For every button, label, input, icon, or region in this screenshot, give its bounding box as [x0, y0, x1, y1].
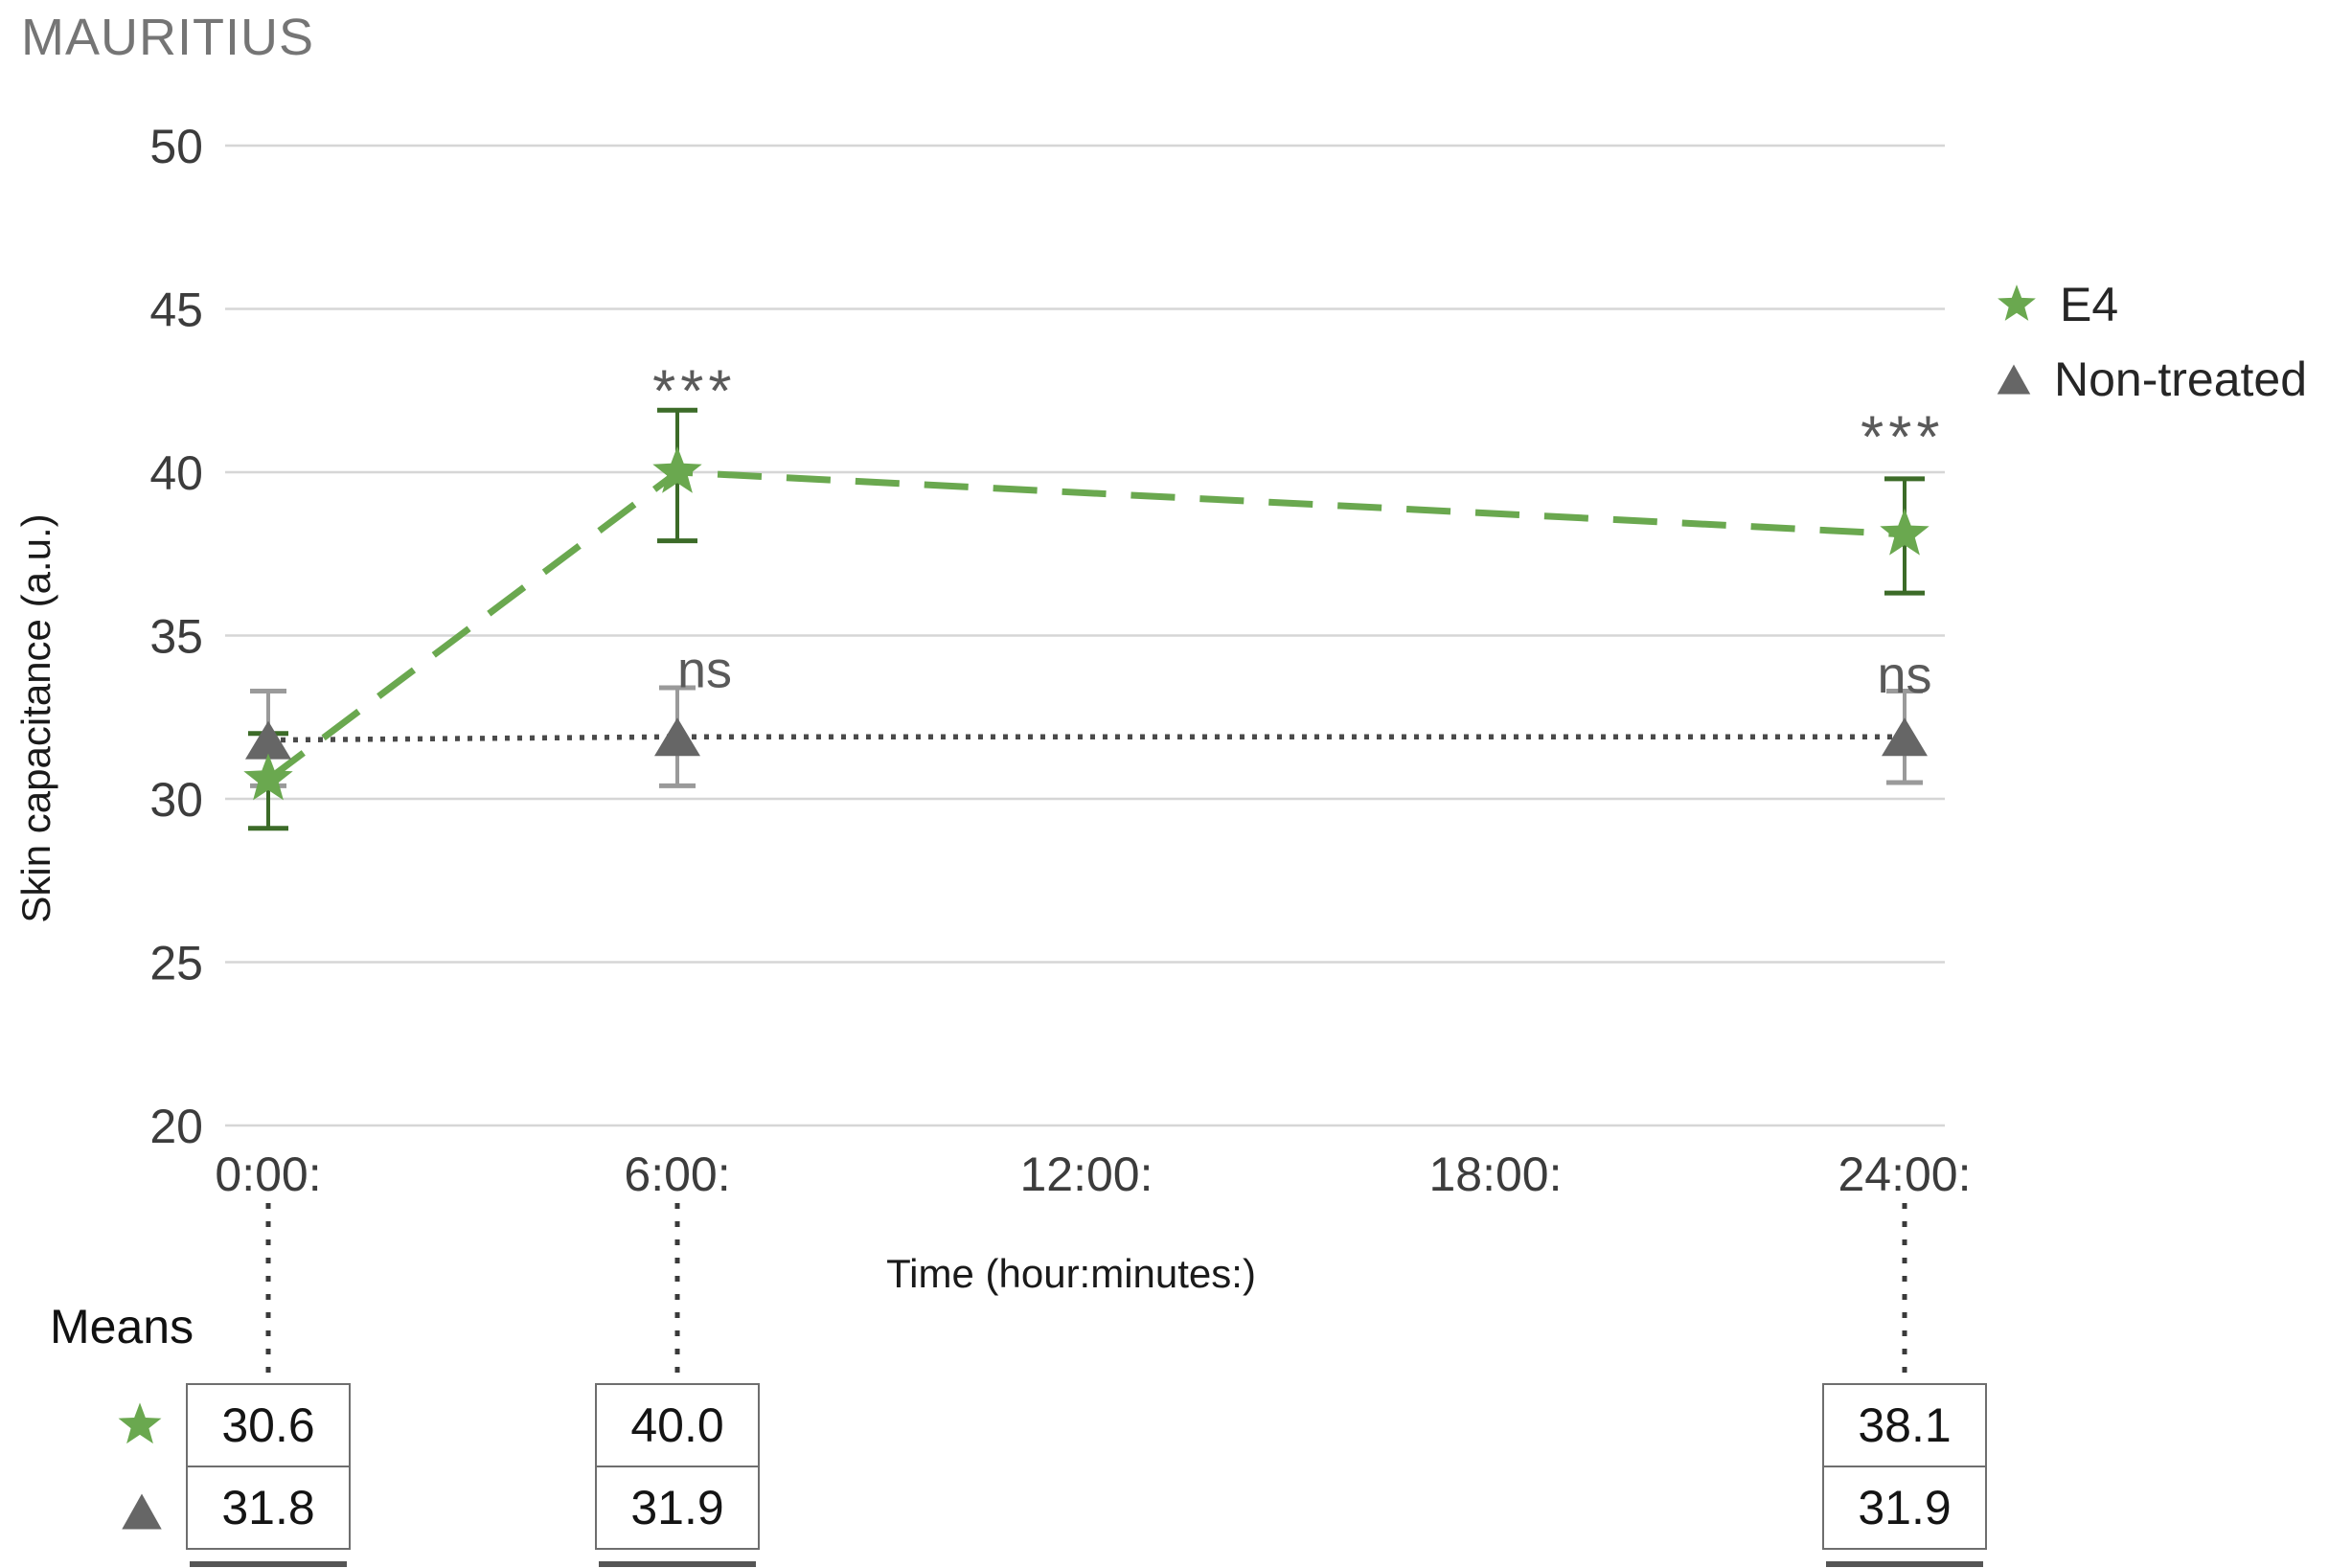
- means-cell: 30.6: [186, 1383, 351, 1467]
- triangle-icon: [122, 1493, 162, 1530]
- significance-annotation: ***: [1861, 404, 1944, 470]
- legend-item-e4: E4: [1995, 278, 2307, 331]
- means-cell: 31.9: [1822, 1466, 1987, 1550]
- triangle-icon: [1997, 364, 2031, 395]
- x-tick-label: 12:00:: [1019, 1148, 1153, 1201]
- x-tick-label: 18:00:: [1428, 1148, 1562, 1201]
- legend-label: E4: [2060, 278, 2119, 331]
- y-tick-label: 50: [149, 120, 203, 173]
- y-tick-label: 30: [149, 773, 203, 827]
- x-tick-label: 6:00:: [624, 1148, 730, 1201]
- chart-title: MAURITIUS: [21, 9, 314, 66]
- legend-item-non-treated: Non-treated: [1995, 352, 2308, 406]
- means-column: 38.1 31.9: [1822, 1383, 1987, 1550]
- series-line-e4: [265, 468, 1906, 783]
- legend: E4 Non-treated: [1995, 278, 2308, 406]
- y-tick-label: 40: [149, 446, 203, 500]
- means-table-label: Means: [50, 1300, 194, 1353]
- marker-star: [1880, 508, 1929, 556]
- x-axis-title: Time (hour:minutes:): [886, 1251, 1256, 1296]
- star-icon: [1998, 284, 2036, 321]
- marker-triangle: [1882, 717, 1929, 757]
- y-tick-label: 35: [149, 610, 203, 664]
- legend-label: Non-treated: [2054, 352, 2308, 406]
- ns-annotation: ns: [677, 642, 732, 699]
- y-tick-label: 45: [149, 284, 203, 337]
- x-tick-label: 24:00:: [1838, 1148, 1971, 1201]
- means-column: 30.6 31.8: [186, 1383, 351, 1550]
- cropped-row-edge: [599, 1561, 756, 1567]
- significance-annotation: ***: [652, 359, 736, 425]
- means-cell: 31.8: [186, 1466, 351, 1550]
- means-cell: 38.1: [1822, 1383, 1987, 1467]
- marker-triangle: [245, 720, 291, 760]
- cropped-row-edge: [1826, 1561, 1983, 1567]
- means-column: 40.0 31.9: [595, 1383, 760, 1550]
- y-tick-label: 20: [149, 1100, 203, 1153]
- marker-star: [243, 753, 293, 801]
- marker-triangle: [654, 717, 701, 757]
- ns-annotation: ns: [1877, 647, 1931, 704]
- cropped-row-edge: [190, 1561, 347, 1567]
- marker-star: [652, 446, 702, 493]
- means-cell: 31.9: [595, 1466, 760, 1550]
- star-icon: [118, 1402, 162, 1444]
- y-tick-label: 25: [149, 937, 203, 990]
- means-cell: 40.0: [595, 1383, 760, 1467]
- series-line-non-treated: [267, 734, 1906, 743]
- x-tick-label: 0:00:: [215, 1148, 321, 1201]
